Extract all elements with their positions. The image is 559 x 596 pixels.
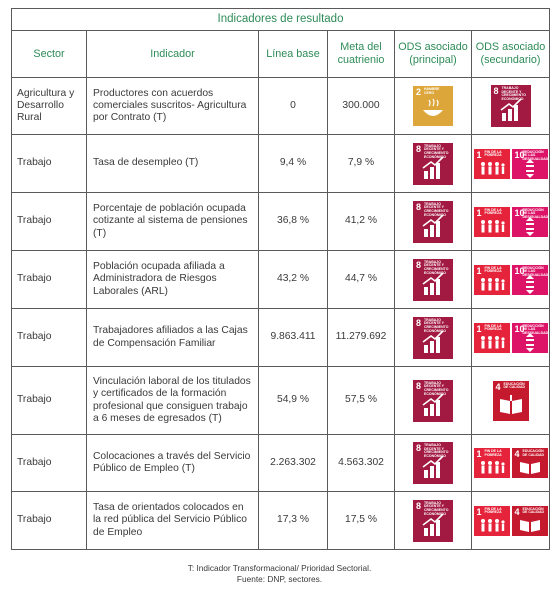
sdg-8-decent-work-icon: 8 TRABAJO DECENTE Y CRECIMIENTO ECONÓMICO (413, 379, 453, 422)
table-row: Trabajo Trabajadores afiliados a las Caj… (11, 308, 551, 367)
cell-ods-principal: 8 TRABAJO DECENTE Y CRECIMIENTO ECONÓMICO (394, 134, 472, 193)
cell-meta: 44,7 % (327, 250, 395, 309)
header-sector: Sector (11, 30, 87, 78)
cell-meta: 7,9 % (327, 134, 395, 193)
cell-ods-principal: 8 TRABAJO DECENTE Y CRECIMIENTO ECONÓMICO (394, 366, 472, 435)
footnote-transformational: T: Indicador Transformacional/ Prioridad… (187, 563, 372, 573)
cell-ods-secundario: 1 FIN DE LA POBREZA 10 REDUCCIÓN DE LAS DE… (470, 134, 551, 193)
header-meta: Meta del cuatrienio (327, 30, 395, 78)
cell-ods-secundario: 1 FIN DE LA POBREZA 10 REDUCCIÓN DE LAS DE… (470, 192, 551, 251)
cell-meta: 11.279.692 (327, 308, 395, 367)
cell-meta: 4.563.302 (327, 434, 395, 492)
table-row: Trabajo Tasa de desempleo (T) 9,4 % 7,9 … (11, 134, 551, 193)
table-row: Agricultura y Desarrollo Rural Productor… (11, 77, 551, 135)
table-row: Trabajo Tasa de orientados colocados en … (11, 491, 551, 550)
cell-meta: 57,5 % (327, 366, 395, 435)
cell-linea-base: 0 (258, 77, 328, 135)
cell-indicador: Vinculación laboral de los titulados y c… (86, 366, 259, 435)
sdg-1-no-poverty-icon: 1 FIN DE LA POBREZA (473, 505, 510, 536)
sdg-8-decent-work-icon: 8 TRABAJO DECENTE Y CRECIMIENTO ECONÓMICO (490, 85, 531, 127)
sdg-8-decent-work-icon: 8 TRABAJO DECENTE Y CRECIMIENTO ECONÓMICO (413, 200, 453, 243)
header-indicador: Indicador (86, 30, 259, 78)
cell-indicador: Productores con acuerdos comerciales sus… (86, 77, 259, 135)
cell-ods-principal: 8 TRABAJO DECENTE Y CRECIMIENTO ECONÓMICO (394, 434, 472, 492)
cell-sector: Trabajo (11, 250, 87, 309)
cell-sector: Trabajo (11, 134, 87, 193)
cell-ods-secundario: 1 FIN DE LA POBREZA 10 REDUCCIÓN DE LAS DE… (470, 250, 551, 309)
sdg-1-no-poverty-icon: 1 FIN DE LA POBREZA (473, 322, 510, 353)
cell-sector: Trabajo (11, 434, 87, 492)
cell-ods-principal: 8 TRABAJO DECENTE Y CRECIMIENTO ECONÓMICO (394, 491, 472, 550)
results-indicators-table: Indicadores de resultado Sector Indicado… (10, 8, 551, 550)
cell-linea-base: 43,2 % (258, 250, 328, 309)
cell-ods-principal: 2 HAMBRE CERO (394, 77, 472, 135)
cell-sector: Agricultura y Desarrollo Rural (11, 77, 87, 135)
sdg-8-decent-work-icon: 8 TRABAJO DECENTE Y CRECIMIENTO ECONÓMICO (413, 499, 453, 542)
table-row: Trabajo Población ocupada afiliada a Adm… (11, 250, 551, 309)
sdg-4-quality-education-icon: 4 EDUCACIÓN DE CALIDAD (511, 448, 548, 478)
cell-sector: Trabajo (11, 308, 87, 367)
table-row: Trabajo Vinculación laboral de los titul… (11, 366, 551, 435)
cell-ods-principal: 8 TRABAJO DECENTE Y CRECIMIENTO ECONÓMICO (394, 308, 472, 367)
cell-ods-principal: 8 TRABAJO DECENTE Y CRECIMIENTO ECONÓMICO (394, 192, 472, 251)
cell-indicador: Tasa de orientados colocados en la red p… (86, 491, 259, 550)
sdg-4-quality-education-icon: 4 EDUCACIÓN DE CALIDAD (492, 380, 529, 421)
sdg-4-quality-education-icon: 4 EDUCACIÓN DE CALIDAD (511, 505, 548, 536)
header-ods-secundario: ODS asociado (secundario) (470, 30, 551, 78)
cell-ods-secundario: 1 FIN DE LA POBREZA 4 EDUCACIÓN DE CALIDAD (470, 434, 551, 492)
cell-linea-base: 2.263.302 (258, 434, 328, 492)
cell-indicador: Porcentaje de población ocupada cotizant… (86, 192, 259, 251)
sdg-8-decent-work-icon: 8 TRABAJO DECENTE Y CRECIMIENTO ECONÓMICO (413, 258, 453, 301)
footnote-source: Fuente: DNP, sectores. (236, 574, 323, 584)
cell-sector: Trabajo (11, 192, 87, 251)
cell-meta: 300.000 (327, 77, 395, 135)
cell-ods-secundario: 4 EDUCACIÓN DE CALIDAD (470, 366, 551, 435)
cell-linea-base: 17,3 % (258, 491, 328, 550)
cell-indicador: Población ocupada afiliada a Administrad… (86, 250, 259, 309)
sdg-2-hunger-icon: 2 HAMBRE CERO (413, 86, 453, 126)
table-row: Trabajo Colocaciones a través del Servic… (11, 434, 551, 492)
cell-ods-secundario: 8 TRABAJO DECENTE Y CRECIMIENTO ECONÓMICO (470, 77, 551, 135)
cell-sector: Trabajo (11, 491, 87, 550)
cell-meta: 17,5 % (327, 491, 395, 550)
sdg-8-decent-work-icon: 8 TRABAJO DECENTE Y CRECIMIENTO ECONÓMICO (413, 442, 453, 484)
sdg-1-no-poverty-icon: 1 FIN DE LA POBREZA (473, 264, 510, 295)
cell-linea-base: 54,9 % (258, 366, 328, 435)
sdg-8-decent-work-icon: 8 TRABAJO DECENTE Y CRECIMIENTO ECONÓMICO (413, 142, 453, 185)
sdg-1-no-poverty-icon: 1 FIN DE LA POBREZA (473, 448, 510, 478)
cell-indicador: Colocaciones a través del Servicio Públi… (86, 434, 259, 492)
cell-meta: 41,2 % (327, 192, 395, 251)
cell-sector: Trabajo (11, 366, 87, 435)
cell-ods-secundario: 1 FIN DE LA POBREZA 10 REDUCCIÓN DE LAS DE… (470, 308, 551, 367)
cell-ods-principal: 8 TRABAJO DECENTE Y CRECIMIENTO ECONÓMICO (394, 250, 472, 309)
sdg-1-no-poverty-icon: 1 FIN DE LA POBREZA (473, 148, 510, 179)
table-title: Indicadores de resultado (10, 8, 551, 31)
header-linea-base: Línea base (258, 30, 328, 78)
header-ods-principal: ODS asociado (principal) (394, 30, 472, 78)
sdg-8-decent-work-icon: 8 TRABAJO DECENTE Y CRECIMIENTO ECONÓMICO (413, 316, 453, 359)
cell-linea-base: 9.863.411 (258, 308, 328, 367)
cell-ods-secundario: 1 FIN DE LA POBREZA 4 EDUCACIÓN DE CALIDAD (470, 491, 551, 550)
cell-indicador: Tasa de desempleo (T) (86, 134, 259, 193)
cell-linea-base: 9,4 % (258, 134, 328, 193)
table-row: Trabajo Porcentaje de población ocupada … (11, 192, 551, 251)
cell-linea-base: 36,8 % (258, 192, 328, 251)
sdg-1-no-poverty-icon: 1 FIN DE LA POBREZA (473, 206, 510, 237)
cell-indicador: Trabajadores afiliados a las Cajas de Co… (86, 308, 259, 367)
